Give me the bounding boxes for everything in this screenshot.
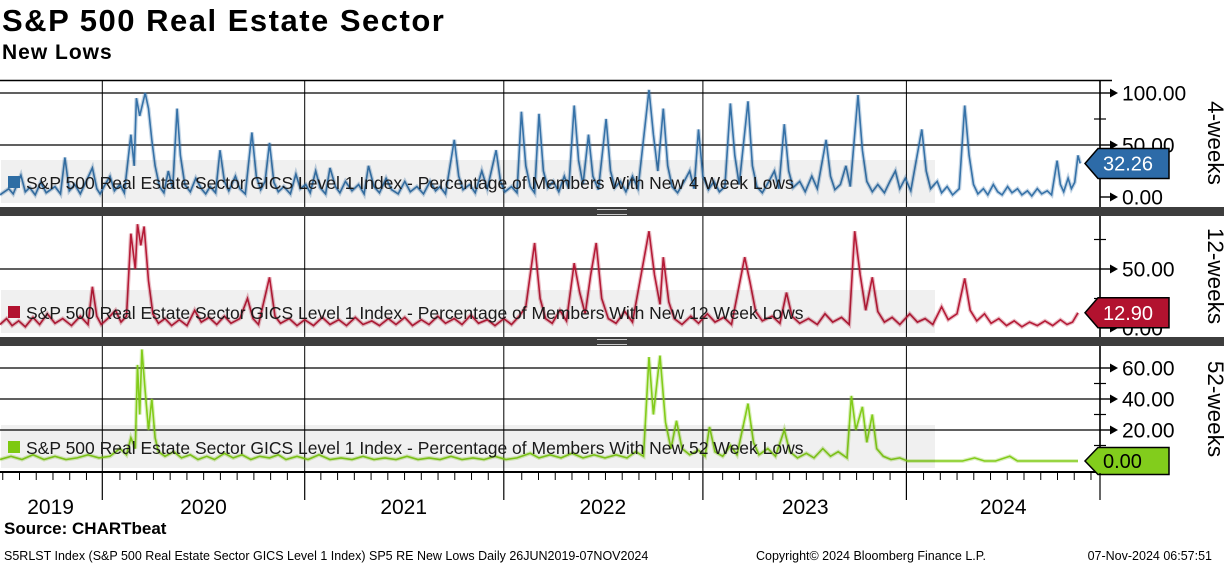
y-tick-label: 40.00 — [1122, 389, 1175, 412]
legend-marker-icon — [8, 441, 20, 453]
y-tick-label: 50.00 — [1122, 259, 1175, 282]
panel-4-weeks: S&P 500 Real Estate Sector GICS Level 1 … — [0, 78, 1224, 210]
splitter-grip-icon — [597, 209, 627, 215]
panel-splitter[interactable] — [0, 337, 1224, 346]
splitter-grip-icon — [597, 339, 627, 345]
y-tick-label: 60.00 — [1122, 358, 1175, 381]
x-year-label: 2021 — [380, 496, 427, 519]
panel-52-weeks: S&P 500 Real Estate Sector GICS Level 1 … — [0, 346, 1224, 476]
legend-label: S&P 500 Real Estate Sector GICS Level 1 … — [26, 438, 804, 458]
value-tag-label: 0.00 — [1103, 451, 1142, 473]
value-tag-52-weeks: 0.00 — [1083, 446, 1170, 476]
series-line-12-weeks — [0, 224, 1079, 328]
source-label: Source: CHARTbeat — [4, 519, 167, 538]
legend-marker-icon — [8, 176, 20, 188]
footer: S5RLST Index (S&P 500 Real Estate Sector… — [0, 547, 1224, 566]
panel-axis-title: 4-weeks — [1203, 101, 1224, 185]
x-axis: 2019 2020 2021 2022 2023 2024 — [0, 473, 1224, 530]
series-line-4-weeks — [0, 89, 1081, 198]
series-line-52-weeks — [0, 349, 1078, 462]
value-tag-label: 32.26 — [1103, 153, 1153, 175]
footer-copyright: Copyright© 2024 Bloomberg Finance L.P. — [756, 549, 986, 563]
panel-12-weeks: S&P 500 Real Estate Sector GICS Level 1 … — [0, 216, 1224, 341]
y-tick-label: 0.00 — [1122, 187, 1163, 210]
x-year-label: 2022 — [579, 496, 626, 519]
legend-label: S&P 500 Real Estate Sector GICS Level 1 … — [26, 173, 794, 193]
chart-subtitle: New Lows — [2, 41, 113, 64]
value-tag-label: 12.90 — [1103, 303, 1153, 325]
chart-title: S&P 500 Real Estate Sector — [2, 3, 446, 38]
footer-index-description: S5RLST Index (S&P 500 Real Estate Sector… — [4, 549, 649, 563]
panel-axis-title: 12-weeks — [1203, 228, 1224, 324]
value-tag-4-weeks: 32.26 — [1084, 147, 1170, 180]
footer-timestamp: 07-Nov-2024 06:57:51 — [1087, 549, 1212, 563]
legend-marker-icon — [8, 306, 20, 318]
chart-panels: S&P 500 Real Estate Sector GICS Level 1 … — [0, 78, 1224, 476]
x-year-label: 2024 — [980, 496, 1027, 519]
x-year-label: 2020 — [180, 496, 227, 519]
y-tick-label: 20.00 — [1122, 420, 1175, 443]
y-tick-label: 100.00 — [1122, 83, 1186, 106]
legend-12-weeks: S&P 500 Real Estate Sector GICS Level 1 … — [1, 290, 935, 333]
x-year-label: 2019 — [27, 496, 74, 519]
legend-52-weeks: S&P 500 Real Estate Sector GICS Level 1 … — [1, 425, 935, 468]
panel-splitter[interactable] — [0, 207, 1224, 216]
legend-4-weeks: S&P 500 Real Estate Sector GICS Level 1 … — [1, 160, 935, 203]
value-tag-12-weeks: 12.90 — [1084, 297, 1170, 329]
legend-label: S&P 500 Real Estate Sector GICS Level 1 … — [26, 303, 804, 323]
x-year-label: 2023 — [782, 496, 829, 519]
chart-header: S&P 500 Real Estate Sector New Lows — [2, 2, 445, 66]
panel-axis-title: 52-weeks — [1203, 361, 1224, 457]
